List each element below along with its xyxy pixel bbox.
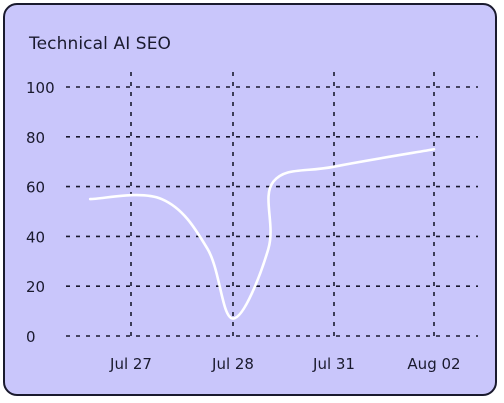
chart-title: Technical AI SEO [29, 34, 172, 54]
x-tick-label: Jul 27 [109, 355, 152, 373]
x-tick-label: Aug 02 [407, 355, 460, 373]
y-tick-label: 40 [26, 228, 45, 246]
y-tick-label: 20 [26, 278, 45, 296]
y-tick-label: 100 [26, 79, 55, 97]
x-axis-labels: Jul 27 Jul 28 Jul 31 Aug 02 [109, 355, 461, 373]
x-tick-label: Jul 28 [211, 355, 254, 373]
y-tick-label: 60 [26, 179, 45, 197]
y-axis-labels: 0 20 40 60 80 100 [26, 79, 55, 346]
x-tick-label: Jul 31 [312, 355, 355, 373]
grid [66, 72, 478, 337]
y-tick-label: 0 [26, 328, 36, 346]
chart-card: Technical AI SEO [3, 3, 497, 396]
series-line-0 [88, 147, 436, 320]
series-group [88, 147, 436, 320]
y-tick-label: 80 [26, 129, 45, 147]
